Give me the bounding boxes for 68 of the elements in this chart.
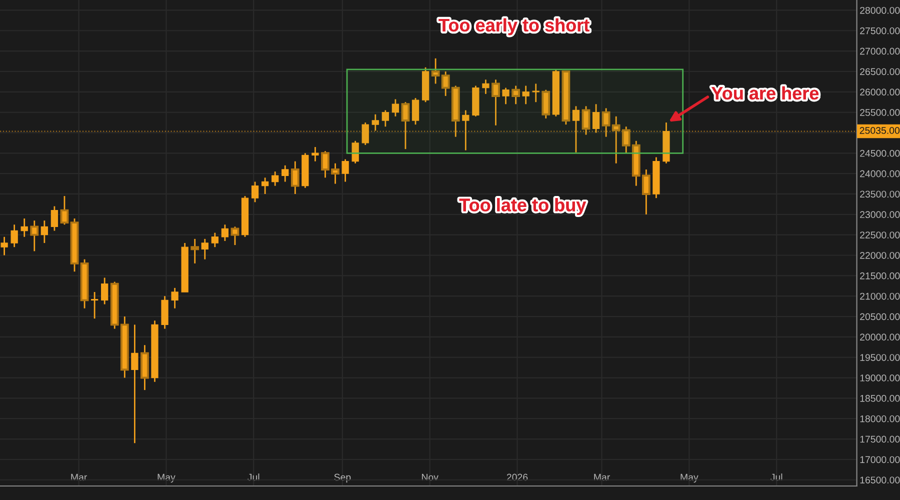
candlestick (342, 158, 349, 182)
candlestick (592, 103, 600, 134)
candlestick (211, 232, 218, 248)
y-tick-label: 24500.00 (860, 150, 900, 157)
candlestick (392, 98, 400, 118)
y-tick-label: 23500.00 (860, 190, 900, 198)
candlestick (362, 122, 369, 146)
candlestick (412, 97, 420, 126)
candlestick (101, 277, 108, 305)
y-tick-label: 27000.00 (860, 48, 900, 55)
y-tick-label: 17000.00 (860, 456, 900, 464)
ref-line-label: 25035.00 (860, 127, 900, 134)
y-tick-label: 16500.00 (860, 476, 900, 484)
annotation: Too early to short (438, 18, 590, 36)
candlestick (312, 146, 319, 162)
y-tick-label: 18500.00 (860, 394, 900, 402)
candlestick (221, 224, 229, 242)
candlestick (60, 195, 69, 226)
candlestick (40, 220, 48, 244)
candlestick (90, 291, 98, 320)
y-tick-label: 28000.00 (860, 6, 900, 14)
y-tick-label: 19000.00 (860, 374, 900, 382)
candlestick (230, 226, 240, 246)
candlestick (20, 218, 28, 238)
y-tick-label: 20000.00 (860, 334, 900, 341)
y-tick-label: 21500.00 (860, 272, 900, 280)
y-tick-label: 20500.00 (860, 313, 900, 320)
y-tick-label: 24000.00 (860, 170, 900, 178)
y-tick-label: 22500.00 (860, 232, 900, 238)
candlestick (512, 85, 520, 105)
candlestick (30, 220, 39, 252)
candlestick (522, 85, 530, 105)
candlestick (482, 78, 490, 95)
candlestick (401, 101, 410, 150)
y-tick-label: 25500.00 (860, 109, 900, 116)
annotation: Too late to buy (459, 198, 586, 215)
candlestick (582, 105, 590, 136)
y-tick-label: 19500.00 (860, 354, 900, 361)
y-tick-label: 18000.00 (860, 415, 900, 422)
y-tick-label: 21000.00 (860, 292, 900, 300)
candlestick (382, 110, 389, 128)
candlestick (171, 287, 178, 310)
y-tick-label: 17500.00 (860, 436, 900, 443)
candlestick (272, 170, 279, 187)
candlestick (462, 110, 470, 151)
candlestick (10, 224, 18, 248)
candlestick (372, 114, 379, 132)
candlestick (282, 164, 289, 182)
candlestick (290, 160, 300, 195)
y-tick-label: 26000.00 (860, 88, 900, 96)
candlestick (502, 87, 510, 105)
candlestick (201, 238, 208, 260)
candlestick (532, 83, 540, 103)
y-tick-label: 22000.00 (860, 252, 900, 259)
candlestick (542, 89, 550, 120)
candlestick (261, 176, 269, 195)
candlestick (492, 78, 500, 126)
y-tick-label: 26500.00 (860, 68, 900, 76)
candlestick (352, 140, 359, 164)
candlestick (0, 236, 8, 256)
candlestick (50, 206, 58, 232)
candlestick (251, 181, 259, 203)
y-tick-label: 27500.00 (860, 27, 900, 34)
candlestick (572, 105, 580, 154)
annotation: You are here (711, 86, 819, 100)
candlestick (190, 238, 200, 264)
y-tick-label: 23000.00 (860, 211, 900, 218)
candlestick (131, 324, 138, 444)
